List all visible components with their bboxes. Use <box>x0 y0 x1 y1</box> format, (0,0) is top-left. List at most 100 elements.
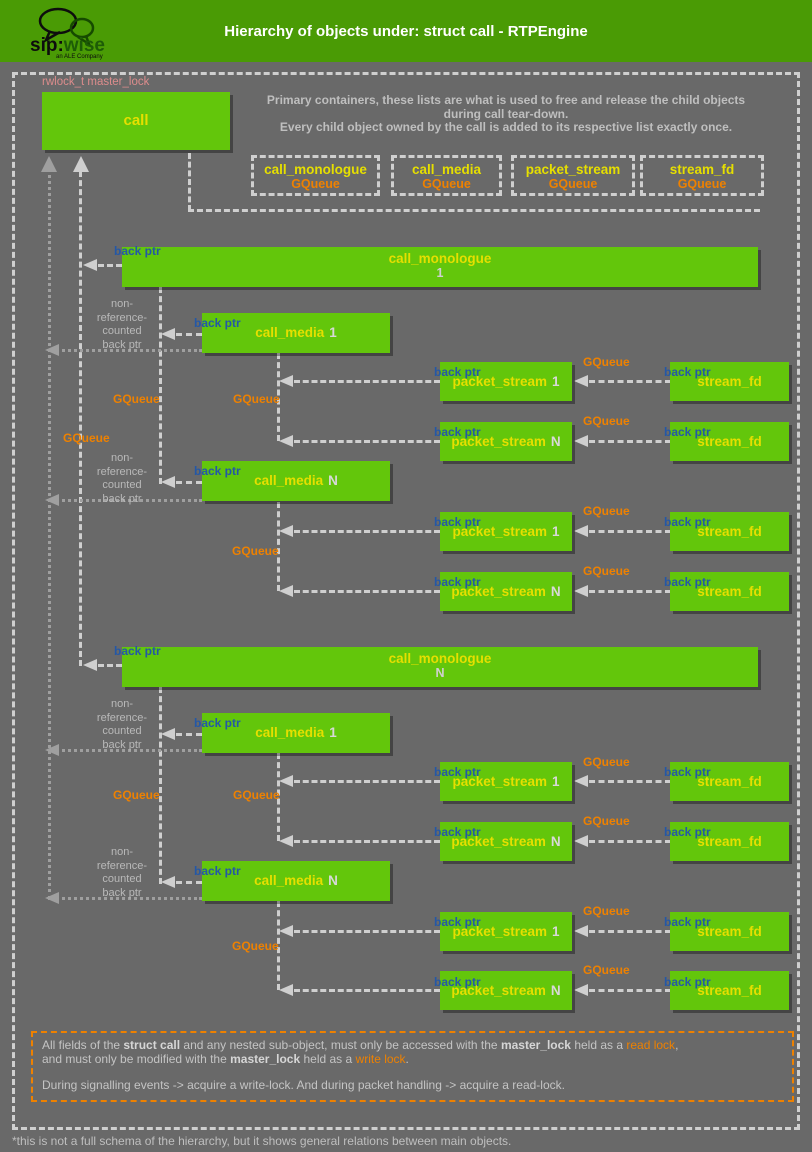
logo-text-wise: wise <box>63 35 105 56</box>
dash-ps-backptr <box>294 780 440 783</box>
dash-ps-backptr <box>294 440 440 443</box>
back-ptr-label: back ptr <box>664 975 711 989</box>
dash-media21-backptr <box>176 733 202 736</box>
arrow-sfd-backptr-icon <box>574 525 588 537</box>
dash-ps-backptr <box>294 380 440 383</box>
arrow-sfd-backptr-icon <box>574 775 588 787</box>
line-nonref-backptr <box>48 162 51 900</box>
dash-ps-backptr <box>294 989 440 992</box>
stream-fd-box: stream_fd <box>670 572 789 611</box>
call-monologue-1-bar: call_monologue 1 <box>122 247 758 287</box>
arrow-media21-backptr-icon <box>161 728 175 740</box>
back-ptr-label: back ptr <box>434 365 481 379</box>
container-packet-stream: packet_stream GQueue <box>511 155 635 196</box>
arrow-up-monologues-icon <box>73 156 89 172</box>
arrow-ps-backptr-icon <box>279 835 293 847</box>
call-media-1-box-s2: call_media 1 <box>202 713 390 753</box>
stream-fd-box: stream_fd <box>670 762 789 801</box>
nonref-backptr-note: non-reference-counted back ptr <box>96 452 148 505</box>
arrow-ps-backptr-icon <box>279 435 293 447</box>
packet-stream-box: packet_stream 1 <box>440 762 572 801</box>
arrow-left-dot2-icon <box>45 494 59 506</box>
dash-media2n-backptr <box>176 881 202 884</box>
dotline-media2n <box>51 897 202 900</box>
gqueue-label: GQueue <box>583 564 630 578</box>
back-ptr-label: back ptr <box>434 515 481 529</box>
gqueue-label: GQueue <box>233 788 280 802</box>
dash-media11-backptr <box>176 333 202 336</box>
line-streams-gqueue-s2m1 <box>277 753 280 841</box>
gqueue-label: GQueue <box>583 355 630 369</box>
arrow-ps-backptr-icon <box>279 585 293 597</box>
dash-ps-backptr <box>294 840 440 843</box>
dash-media1n-backptr <box>176 481 202 484</box>
stream-fd-box: stream_fd <box>670 512 789 551</box>
gqueue-label: GQueue <box>233 392 280 406</box>
call-media-n-box-s2: call_media N <box>202 861 390 901</box>
back-ptr-label: back ptr <box>664 915 711 929</box>
arrow-sfd-backptr-icon <box>574 585 588 597</box>
back-ptr-label: back ptr <box>664 365 711 379</box>
sipwise-logo: sip:wise an ALE Company <box>16 4 126 60</box>
gqueue-label: GQueue <box>583 504 630 518</box>
gqueue-label: GQueue <box>583 755 630 769</box>
back-ptr-label: back ptr <box>194 864 241 878</box>
packet-stream-box: packet_stream 1 <box>440 362 572 401</box>
arrow-ps-backptr-icon <box>279 984 293 996</box>
packet-stream-box: packet_stream N <box>440 971 572 1010</box>
dash-sfd-backptr <box>589 380 671 383</box>
call-media-1-box-s1: call_media 1 <box>202 313 390 353</box>
diagram-frame <box>12 72 800 1130</box>
dash-sfd-backptr <box>589 530 671 533</box>
arrow-left-dot3-icon <box>45 744 59 756</box>
line-streams-gqueue-s2mn <box>277 901 280 990</box>
arrow-ps-backptr-icon <box>279 525 293 537</box>
back-ptr-label: back ptr <box>434 915 481 929</box>
packet-stream-box: packet_stream N <box>440 822 572 861</box>
back-ptr-label: back ptr <box>664 825 711 839</box>
arrow-sfd-backptr-icon <box>574 925 588 937</box>
dash-sfd-backptr <box>589 989 671 992</box>
container-call-media: call_media GQueue <box>391 155 502 196</box>
arrow-left-dot1-icon <box>45 344 59 356</box>
back-ptr-label: back ptr <box>434 765 481 779</box>
page-title: Hierarchy of objects under: struct call … <box>224 23 588 40</box>
back-ptr-label: back ptr <box>114 644 161 658</box>
nonref-backptr-note: non-reference-counted back ptr <box>96 846 148 899</box>
line-streams-gqueue-s1mn <box>277 502 280 591</box>
dash-mono1-backptr <box>98 264 122 267</box>
dash-ps-backptr <box>294 590 440 593</box>
back-ptr-label: back ptr <box>194 316 241 330</box>
dash-sfd-backptr <box>589 440 671 443</box>
packet-stream-box: packet_stream N <box>440 422 572 461</box>
rwlock-label: rwlock_t master_lock <box>42 76 150 88</box>
back-ptr-label: back ptr <box>434 975 481 989</box>
arrow-sfd-backptr-icon <box>574 435 588 447</box>
arrow-sfd-backptr-icon <box>574 835 588 847</box>
gqueue-label: GQueue <box>63 431 110 445</box>
gqueue-label: GQueue <box>583 414 630 428</box>
back-ptr-label: back ptr <box>664 425 711 439</box>
arrow-ps-backptr-icon <box>279 925 293 937</box>
arrow-sfd-backptr-icon <box>574 375 588 387</box>
back-ptr-label: back ptr <box>434 575 481 589</box>
call-media-n-box-s1: call_media N <box>202 461 390 501</box>
back-ptr-label: back ptr <box>664 515 711 529</box>
gqueue-label: GQueue <box>113 788 160 802</box>
gqueue-label: GQueue <box>583 814 630 828</box>
schema-footnote: *this is not a full schema of the hierar… <box>12 1134 512 1148</box>
dash-sfd-backptr <box>589 930 671 933</box>
call-box: call <box>42 92 230 150</box>
gqueue-label: GQueue <box>113 392 160 406</box>
arrow-media11-backptr-icon <box>161 328 175 340</box>
gqueue-label: GQueue <box>232 544 279 558</box>
nonref-backptr-note: non-reference-counted back ptr <box>96 298 148 351</box>
back-ptr-label: back ptr <box>194 464 241 478</box>
line-monologues-gqueue <box>79 162 82 666</box>
gqueue-label: GQueue <box>583 963 630 977</box>
gqueue-label: GQueue <box>583 904 630 918</box>
lock-rules-line3: During signalling events -> acquire a wr… <box>42 1078 565 1092</box>
back-ptr-label: back ptr <box>664 575 711 589</box>
arrow-up-nonref-icon <box>41 156 57 172</box>
